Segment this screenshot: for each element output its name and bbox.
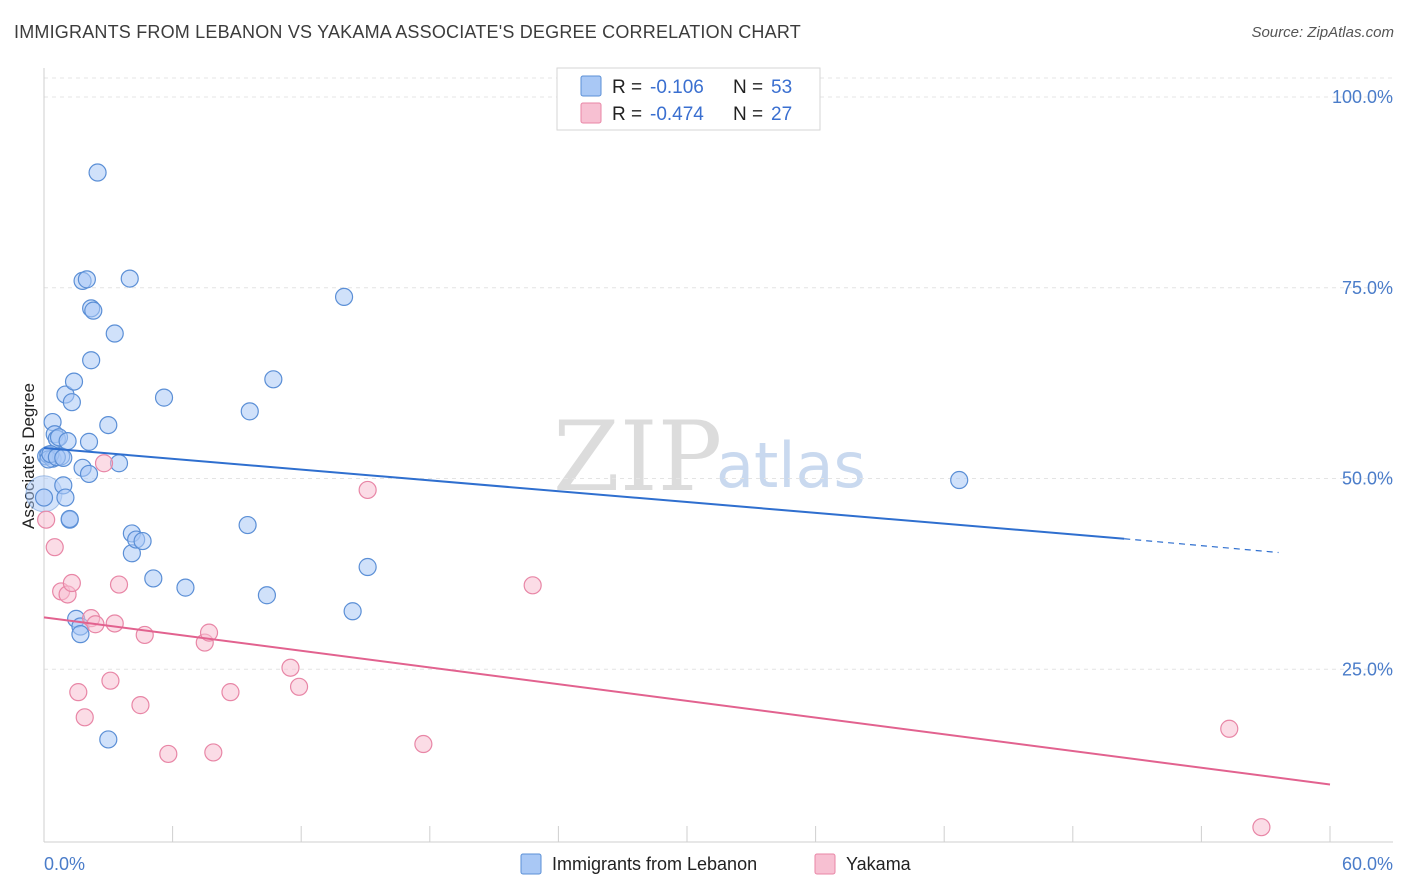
series-legend-swatch-yakama: [814, 853, 836, 875]
point-lebanon: [264, 370, 283, 389]
point-lebanon: [950, 470, 969, 490]
chart-title: IMMIGRANTS FROM LEBANON VS YAKAMA ASSOCI…: [14, 22, 801, 42]
point-lebanon: [343, 602, 362, 621]
point-yakama: [199, 623, 219, 642]
point-lebanon: [176, 578, 195, 597]
point-lebanon: [34, 488, 54, 507]
point-lebanon: [105, 324, 124, 343]
point-lebanon: [79, 464, 99, 484]
point-lebanon: [334, 287, 354, 307]
point-lebanon: [64, 372, 84, 391]
point-lebanon: [133, 531, 152, 551]
point-lebanon: [84, 301, 103, 320]
point-yakama: [281, 658, 300, 677]
point-yakama: [75, 708, 94, 727]
point-lebanon: [99, 415, 118, 435]
point-yakama: [358, 480, 377, 500]
point-lebanon: [60, 509, 79, 529]
legend-r-label-0: R =: [612, 77, 642, 98]
point-lebanon: [71, 625, 90, 644]
chart-source: Source: ZipAtlas.com: [1251, 24, 1394, 41]
point-yakama: [523, 576, 542, 595]
point-lebanon: [358, 557, 377, 577]
point-lebanon: [257, 586, 277, 605]
point-yakama: [1220, 719, 1239, 738]
x-axis-tick-labels: 0.0% 60.0%: [44, 854, 1393, 874]
series-legend-swatch-lebanon: [520, 853, 542, 875]
point-lebanon: [154, 388, 174, 407]
point-lebanon: [82, 351, 101, 370]
series-legend-label-yakama: Yakama: [846, 854, 912, 874]
x-tick-label-min: 0.0%: [44, 854, 85, 874]
point-yakama: [69, 683, 88, 702]
gridlines: [44, 77, 1393, 670]
point-lebanon: [99, 730, 118, 749]
point-yakama: [101, 671, 120, 690]
legend-r-label-1: R =: [612, 104, 642, 125]
stats-legend: R = -0.106 N = 53 R = -0.474 N = 27: [556, 67, 821, 131]
y-tick-label: 50.0%: [1342, 469, 1393, 489]
trend-line-lebanon-extension: [1124, 538, 1279, 554]
y-tick-label: 75.0%: [1342, 278, 1393, 298]
point-lebanon: [77, 270, 96, 289]
point-yakama: [1252, 818, 1271, 837]
point-lebanon: [56, 488, 75, 507]
point-lebanon: [238, 515, 257, 535]
watermark-zip: ZIP: [553, 401, 722, 513]
y-tick-label: 25.0%: [1342, 659, 1393, 679]
point-yakama: [45, 538, 64, 557]
y-axis-tick-labels: 100.0% 75.0% 50.0% 25.0%: [1332, 87, 1393, 679]
point-yakama: [94, 454, 114, 473]
legend-r-value-0: -0.106: [650, 77, 704, 98]
point-lebanon: [62, 393, 81, 412]
point-yakama: [221, 683, 240, 702]
point-lebanon: [120, 269, 139, 288]
legend-n-label-0: N =: [733, 77, 763, 98]
trend-line-yakama: [43, 616, 1331, 786]
legend-n-label-1: N =: [733, 104, 763, 125]
point-lebanon: [79, 432, 99, 451]
legend-n-value-1: 27: [771, 104, 792, 125]
point-yakama: [109, 575, 129, 594]
legend-r-value-1: -0.474: [650, 104, 704, 125]
point-yakama: [289, 677, 309, 696]
point-yakama: [159, 744, 178, 764]
point-yakama: [105, 614, 124, 633]
series-legend: Immigrants from Lebanon Yakama: [520, 853, 912, 875]
x-axis-ticks: [172, 826, 1331, 842]
legend-swatch-yakama: [580, 102, 602, 124]
point-lebanon: [240, 402, 259, 421]
legend-n-value-0: 53: [771, 77, 792, 98]
point-lebanon: [58, 432, 77, 451]
point-yakama: [131, 696, 150, 715]
point-yakama: [204, 743, 223, 762]
series-legend-label-lebanon: Immigrants from Lebanon: [552, 854, 757, 874]
trend-lines: [43, 446, 1331, 786]
y-tick-label: 100.0%: [1332, 87, 1393, 107]
watermark-atlas: atlas: [716, 429, 866, 502]
legend-swatch-lebanon: [580, 75, 602, 97]
point-yakama: [37, 510, 56, 529]
x-tick-label-max: 60.0%: [1342, 854, 1393, 874]
trend-line-lebanon: [43, 446, 1125, 540]
point-yakama: [62, 573, 81, 593]
point-yakama: [414, 734, 433, 754]
point-lebanon: [144, 569, 163, 588]
point-lebanon: [54, 448, 73, 467]
point-lebanon: [88, 163, 107, 182]
